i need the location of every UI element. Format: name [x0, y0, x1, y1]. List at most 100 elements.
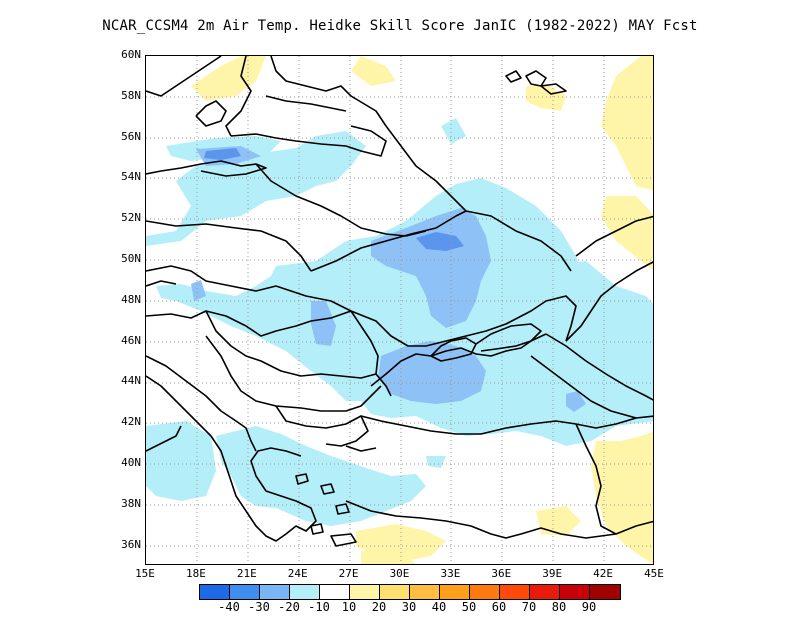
pale-yellow-skill-areas — [191, 56, 653, 564]
romania-east — [350, 310, 392, 397]
colorbar-swatch — [350, 585, 380, 599]
colorbar-swatch — [230, 585, 260, 599]
yellow-turkey-east — [591, 431, 653, 564]
azov-sea — [475, 323, 542, 352]
east-borders — [565, 215, 653, 342]
turkey-south-coast — [345, 500, 653, 539]
mid-blue-ukraine-core — [371, 208, 491, 328]
lat-label: 38N — [121, 496, 141, 510]
aegean-islands — [295, 473, 357, 547]
lon-label: 45E — [644, 567, 664, 580]
colorbar-swatch — [500, 585, 530, 599]
turkey-north-coast — [360, 415, 653, 435]
lon-label: 15E — [135, 567, 155, 580]
mid-blue-skill-areas — [191, 146, 586, 412]
deep-blue-baltic — [204, 148, 241, 160]
hungary-romania — [205, 310, 377, 379]
yellow-east-band — [601, 196, 653, 270]
light-blue-east-band — [546, 261, 653, 356]
mid-blue-east-small — [566, 391, 586, 412]
colorbar-tick-label: 30 — [401, 600, 417, 614]
lat-label: 40N — [121, 456, 141, 469]
mid-blue-central — [311, 301, 336, 346]
colorbar-tick-label: -20 — [278, 600, 300, 614]
lon-label: 39E — [542, 567, 563, 580]
lat-label: 60N — [121, 48, 141, 61]
ukraine-south — [275, 285, 577, 347]
lon-label: 24E — [287, 567, 308, 580]
west-small-coast — [146, 280, 182, 452]
bulgaria-turkey — [275, 405, 377, 452]
light-blue-skill-areas — [146, 118, 653, 526]
colorbar-swatch — [470, 585, 500, 599]
colorbar — [199, 584, 621, 600]
yellow-russia-east — [601, 56, 653, 191]
lat-label: 50N — [121, 252, 141, 265]
light-blue-south-small — [426, 456, 446, 468]
lon-label: 42E — [593, 567, 614, 580]
colorbar-swatch — [410, 585, 440, 599]
colorbar-tick-label: -40 — [218, 600, 240, 614]
balkans — [146, 335, 382, 452]
light-blue-west-adriatic — [146, 421, 216, 501]
deep-blue-ukraine — [416, 232, 464, 251]
deep-blue-skill-areas — [204, 148, 464, 251]
lon-label: 27E — [338, 567, 359, 580]
lat-label: 54N — [121, 170, 141, 184]
greece-coast — [245, 447, 317, 542]
colorbar-swatch — [200, 585, 230, 599]
colorbar-tick-label: 20 — [371, 600, 387, 614]
map-panel — [145, 55, 654, 565]
colorbar-tick-label: 60 — [491, 600, 507, 614]
light-blue-greece-aegean — [216, 426, 426, 526]
colorbar-tick-label: 10 — [341, 600, 357, 614]
poland-border — [146, 220, 312, 272]
light-blue-north-small — [441, 118, 466, 144]
adriatic-coast — [146, 375, 247, 512]
colorbar-swatch — [260, 585, 290, 599]
lat-label: 48N — [121, 292, 141, 306]
ukraine-north — [310, 210, 572, 272]
lat-label: 46N — [121, 333, 141, 347]
lon-label: 30E — [389, 567, 410, 580]
caucasus — [530, 333, 653, 419]
baltic-states — [230, 125, 387, 157]
yellow-finland — [351, 56, 396, 86]
lat-label: 58N — [121, 88, 141, 102]
light-blue-northwest-region — [146, 131, 366, 246]
colorbar-swatch — [560, 585, 590, 599]
lat-label: 36N — [121, 537, 141, 551]
finland-gulf — [265, 56, 352, 112]
colorbar-tick-label: 50 — [461, 600, 477, 614]
colorbar-tick-label: -30 — [248, 600, 270, 614]
colorbar-swatch — [440, 585, 470, 599]
colorbar-swatch — [590, 585, 620, 599]
chart-title: NCAR_CCSM4 2m Air Temp. Heidke Skill Sco… — [102, 18, 698, 34]
russia-north-lakes — [505, 70, 567, 95]
yellow-scandinavia — [191, 56, 266, 101]
russia-west-border — [350, 95, 467, 212]
central-europe-borders — [146, 265, 352, 337]
lat-label: 42N — [121, 415, 141, 429]
colorbar-tick-label: 80 — [551, 600, 567, 614]
turkey-east-border — [575, 423, 617, 535]
lat-label: 44N — [121, 374, 141, 388]
coastlines-and-borders — [146, 56, 653, 547]
colorbar-tick-label: 70 — [521, 600, 537, 614]
map-canvas — [146, 56, 653, 564]
lat-label: 52N — [121, 211, 141, 225]
colorbar-swatch — [320, 585, 350, 599]
scandinavia-coast — [146, 56, 252, 137]
colorbar-tick-label: 40 — [431, 600, 447, 614]
colorbar-swatch — [290, 585, 320, 599]
lon-label: 21E — [236, 567, 257, 580]
black-sea-north — [370, 333, 547, 387]
colorbar-tick-label: -10 — [308, 600, 330, 614]
lon-label: 33E — [440, 567, 461, 580]
light-blue-ukraine-blacksea-region — [156, 178, 653, 446]
mid-blue-west-small — [191, 280, 206, 301]
baltic-coast-south — [146, 160, 267, 177]
lon-label: 18E — [185, 567, 206, 580]
colorbar-swatch — [530, 585, 560, 599]
lat-label: 56N — [121, 129, 141, 143]
